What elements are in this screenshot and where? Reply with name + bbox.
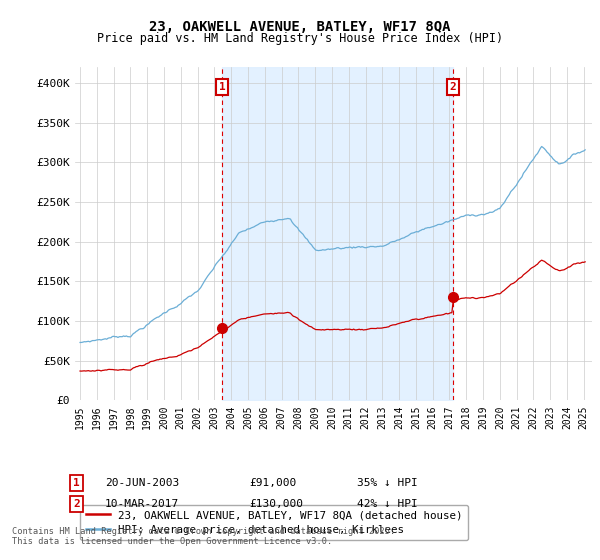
Legend: 23, OAKWELL AVENUE, BATLEY, WF17 8QA (detached house), HPI: Average price, detac: 23, OAKWELL AVENUE, BATLEY, WF17 8QA (de… [80,505,468,540]
Text: £91,000: £91,000 [249,478,296,488]
Text: 35% ↓ HPI: 35% ↓ HPI [357,478,418,488]
Text: £130,000: £130,000 [249,499,303,509]
Text: 42% ↓ HPI: 42% ↓ HPI [357,499,418,509]
Text: Contains HM Land Registry data © Crown copyright and database right 2025.: Contains HM Land Registry data © Crown c… [12,528,395,536]
Text: This data is licensed under the Open Government Licence v3.0.: This data is licensed under the Open Gov… [12,537,332,546]
Text: 23, OAKWELL AVENUE, BATLEY, WF17 8QA: 23, OAKWELL AVENUE, BATLEY, WF17 8QA [149,20,451,34]
Text: 2: 2 [73,499,80,509]
Text: 20-JUN-2003: 20-JUN-2003 [105,478,179,488]
Text: Price paid vs. HM Land Registry's House Price Index (HPI): Price paid vs. HM Land Registry's House … [97,32,503,45]
Text: 10-MAR-2017: 10-MAR-2017 [105,499,179,509]
Text: 2: 2 [449,82,456,92]
Text: 1: 1 [73,478,80,488]
Text: 1: 1 [219,82,226,92]
